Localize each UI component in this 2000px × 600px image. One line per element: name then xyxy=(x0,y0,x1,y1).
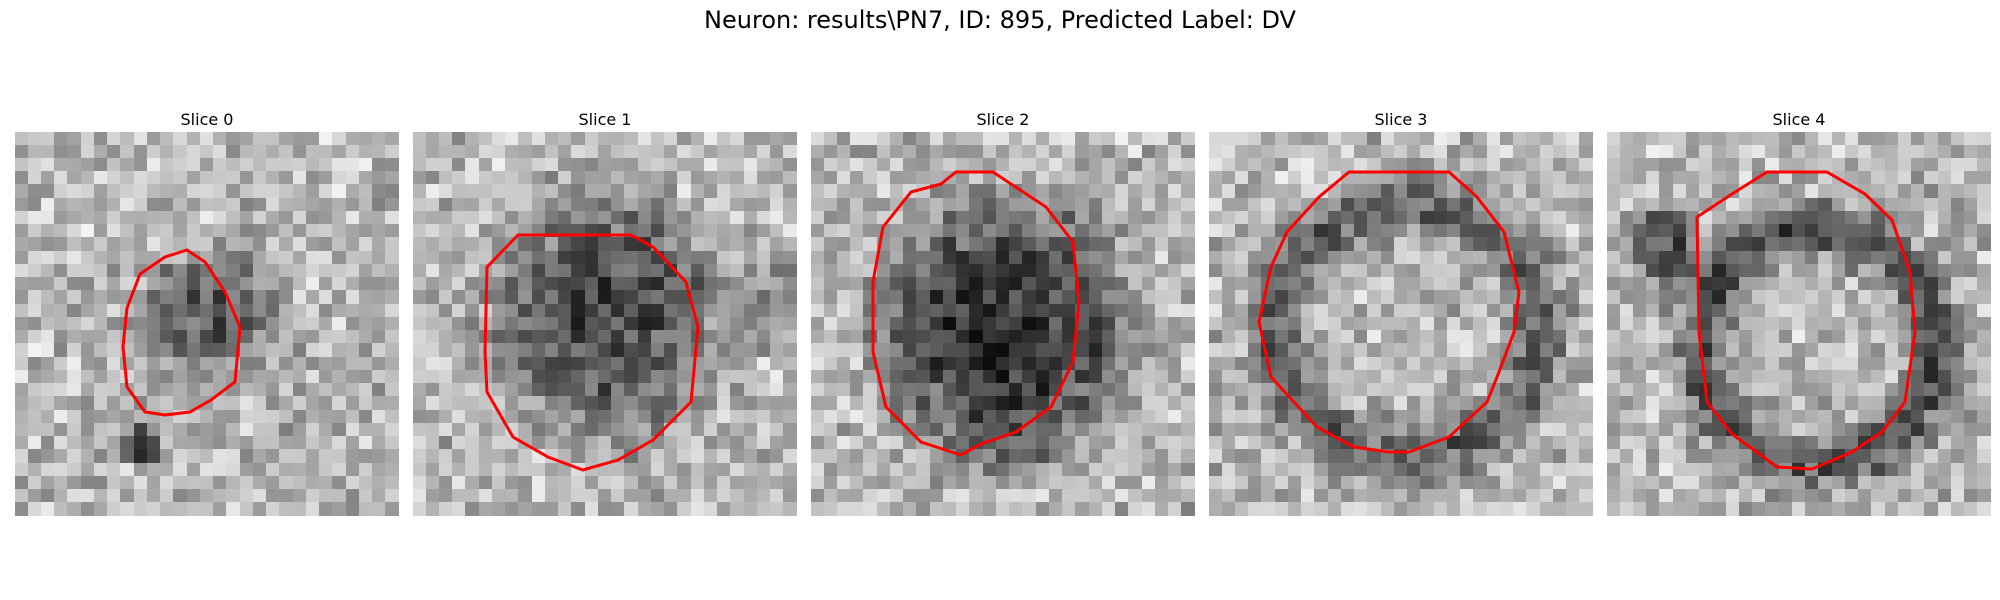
slice-panel-1: Slice 1 xyxy=(413,108,797,516)
slice-title-0: Slice 0 xyxy=(180,110,234,129)
slice-canvas-1 xyxy=(413,132,797,516)
slice-panel-2: Slice 2 xyxy=(811,108,1195,516)
roi-contour-2 xyxy=(871,170,1081,457)
roi-contour-4 xyxy=(1695,170,1917,471)
figure-title: Neuron: results\PN7, ID: 895, Predicted … xyxy=(704,6,1296,34)
slice-panel-0: Slice 0 xyxy=(15,108,399,516)
slice-image-3 xyxy=(1209,132,1593,516)
slice-title-1: Slice 1 xyxy=(578,110,632,129)
slice-canvas-0 xyxy=(15,132,399,516)
slice-image-2 xyxy=(811,132,1195,516)
slice-image-1 xyxy=(413,132,797,516)
slice-title-4: Slice 4 xyxy=(1772,110,1826,129)
slice-canvas-2 xyxy=(811,132,1195,516)
slice-image-4 xyxy=(1607,132,1991,516)
roi-contour-0 xyxy=(121,248,242,417)
roi-contour-1 xyxy=(483,233,700,472)
slice-panel-3: Slice 3 xyxy=(1209,108,1593,516)
slice-canvas-4 xyxy=(1607,132,1991,516)
slice-title-2: Slice 2 xyxy=(976,110,1030,129)
roi-contour-3 xyxy=(1257,170,1521,454)
slice-title-3: Slice 3 xyxy=(1374,110,1428,129)
slice-image-0 xyxy=(15,132,399,516)
slice-panel-4: Slice 4 xyxy=(1607,108,1991,516)
